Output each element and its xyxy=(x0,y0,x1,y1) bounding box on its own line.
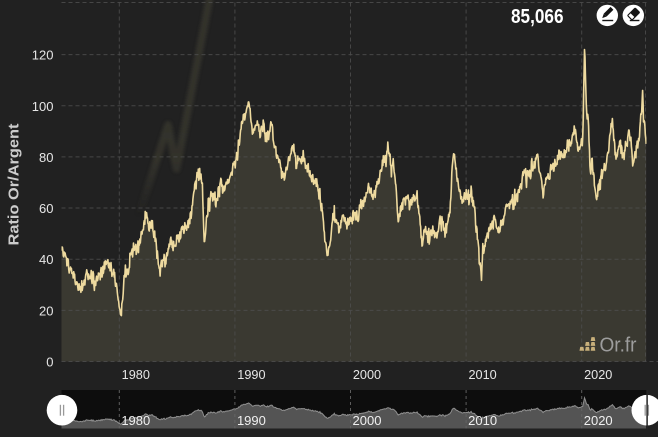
svg-text:40: 40 xyxy=(39,252,53,267)
svg-text:2010: 2010 xyxy=(468,368,496,382)
svg-text:100: 100 xyxy=(32,99,54,114)
svg-text:Ratio Or/Argent: Ratio Or/Argent xyxy=(6,124,23,246)
svg-text:20: 20 xyxy=(39,303,53,318)
svg-text:80: 80 xyxy=(39,150,53,165)
svg-text:0: 0 xyxy=(46,355,53,370)
svg-text:Or.fr: Or.fr xyxy=(600,334,637,357)
svg-text:2020: 2020 xyxy=(584,368,612,382)
svg-text:85,066: 85,066 xyxy=(511,5,564,28)
svg-text:1990: 1990 xyxy=(237,368,265,382)
svg-text:2000: 2000 xyxy=(353,368,381,382)
svg-text:120: 120 xyxy=(32,48,54,63)
svg-text:2000: 2000 xyxy=(353,413,382,428)
svg-text:1980: 1980 xyxy=(121,413,150,428)
svg-text:2010: 2010 xyxy=(468,413,497,428)
svg-text:1990: 1990 xyxy=(237,413,266,428)
svg-text:2020: 2020 xyxy=(584,413,613,428)
svg-text:60: 60 xyxy=(39,201,53,216)
svg-text:1980: 1980 xyxy=(122,368,150,382)
